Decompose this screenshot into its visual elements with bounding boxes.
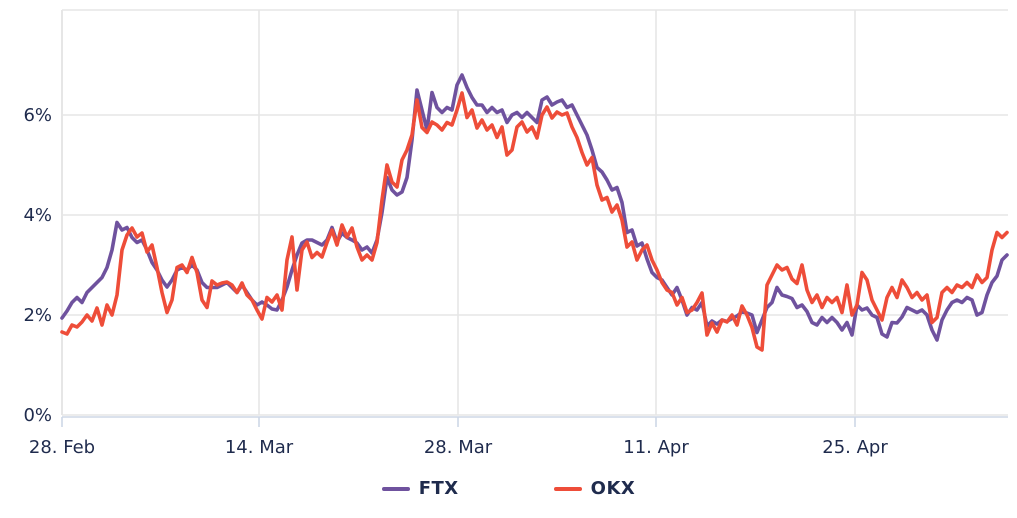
legend-item-ftx[interactable]: FTX bbox=[381, 478, 459, 499]
series-line-ftx[interactable] bbox=[60, 73, 1009, 342]
x-axis-label: 28. Feb bbox=[29, 437, 95, 458]
y-axis-label: 0% bbox=[23, 405, 52, 426]
x-axis-label: 28. Mar bbox=[424, 437, 493, 458]
x-axis-label: 11. Apr bbox=[623, 437, 689, 458]
okx-line-swatch bbox=[553, 486, 582, 491]
x-axis-label: 14. Mar bbox=[225, 437, 294, 458]
legend-label-okx: OKX bbox=[590, 478, 636, 499]
legend-item-okx[interactable]: OKX bbox=[553, 478, 636, 499]
legend-label-ftx: FTX bbox=[418, 478, 459, 499]
legend: FTX OKX bbox=[0, 478, 1017, 499]
y-axis-label: 4% bbox=[23, 205, 52, 226]
y-axis-label: 2% bbox=[23, 305, 52, 326]
x-axis-label: 25. Apr bbox=[822, 437, 888, 458]
y-axis-label: 6% bbox=[23, 105, 52, 126]
series-line-okx[interactable] bbox=[60, 91, 1009, 352]
ftx-line-swatch bbox=[381, 486, 410, 491]
